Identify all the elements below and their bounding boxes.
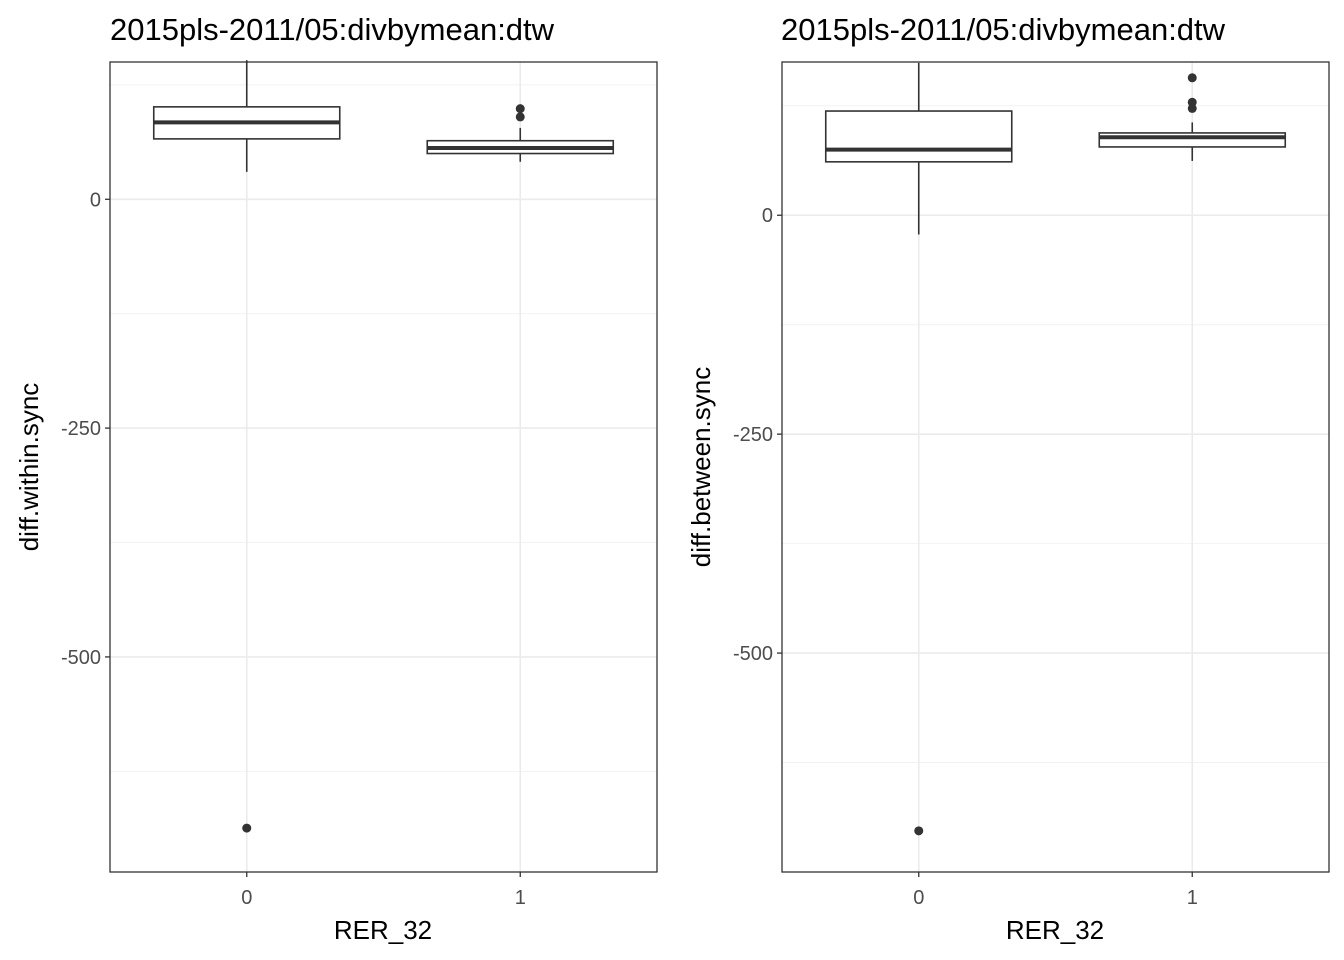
plot-border (781, 61, 1330, 873)
outlier-point (1187, 97, 1197, 107)
grid (110, 62, 657, 872)
y-axis-title: diff.within.sync (14, 383, 44, 552)
y-tick-label: -500 (61, 647, 101, 669)
outlier-point (515, 104, 525, 114)
x-axis-title: RER_32 (334, 915, 432, 945)
y-tick-label: -250 (61, 418, 101, 440)
outlier-point (242, 823, 252, 833)
y-tick-label: -500 (733, 643, 773, 665)
chart-panel-between-sync: 2015pls-2011/05:divbymean:dtw 0-250-500 … (686, 12, 1330, 945)
box-marks (824, 62, 1287, 836)
y-axis-ticks: 0 -250 -500 (733, 205, 782, 665)
x-tick-label: 0 (241, 887, 252, 909)
chart-title: 2015pls-2011/05:divbymean:dtw (110, 12, 555, 47)
outlier-point (1187, 73, 1197, 83)
x-tick-label: 1 (1187, 887, 1198, 909)
outlier-point (914, 826, 924, 836)
box-marks (152, 60, 615, 833)
outlier-point (515, 112, 525, 122)
y-axis-ticks: 0 -250 -500 (61, 189, 110, 669)
iqr-box (824, 110, 1013, 163)
y-tick-label: 0 (762, 205, 773, 227)
chart-title: 2015pls-2011/05:divbymean:dtw (781, 12, 1226, 47)
grid (782, 62, 1329, 872)
y-axis-title: diff.between.sync (686, 367, 716, 567)
y-tick-label: -250 (733, 424, 773, 446)
iqr-box (1098, 132, 1287, 148)
y-tick-label: 0 (90, 189, 101, 211)
plot-border (109, 61, 658, 873)
x-tick-label: 1 (515, 887, 526, 909)
x-axis-title: RER_32 (1006, 915, 1104, 945)
chart-panel-within-sync: 2015pls-2011/05:divbymean:dtw 0-250-500 … (14, 12, 658, 945)
x-tick-label: 0 (913, 887, 924, 909)
